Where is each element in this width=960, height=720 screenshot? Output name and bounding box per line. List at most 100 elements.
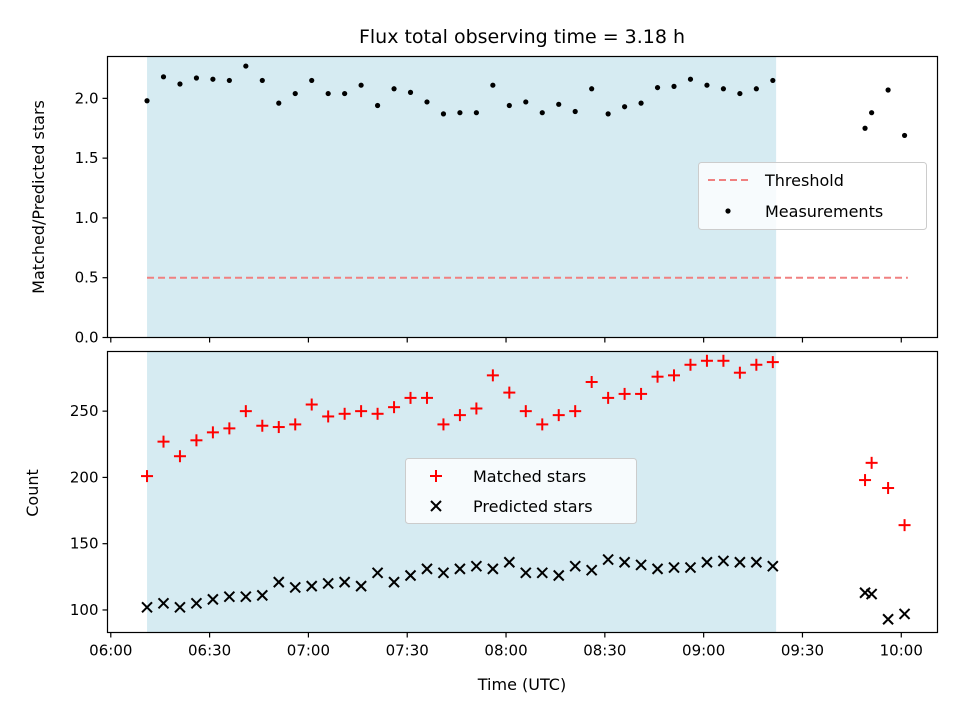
predicted-stars-point <box>585 564 598 576</box>
predicted-stars-point <box>618 556 631 568</box>
ratio-shaded-region <box>147 56 777 338</box>
predicted-stars-point <box>157 597 170 610</box>
matched-stars-point <box>355 405 368 418</box>
matched-stars-point <box>190 434 203 447</box>
predicted-stars-point <box>569 560 581 572</box>
matched-stars-point <box>684 358 697 371</box>
matched-stars-point <box>420 391 433 404</box>
predicted-stars-point <box>404 569 417 582</box>
measurement-point <box>589 86 595 92</box>
matched-stars-point <box>223 422 236 435</box>
measurement-point <box>556 101 562 107</box>
measurement-point <box>407 89 414 95</box>
count-y-tick-label: 250 <box>70 402 99 420</box>
matched-stars-point <box>717 354 730 367</box>
measurement-point <box>440 111 447 117</box>
predicted-stars-point <box>487 563 499 575</box>
matched-stars-point <box>898 519 911 532</box>
matched-legend-label: Matched stars <box>473 467 586 486</box>
matched-stars-point <box>865 456 878 469</box>
predicted-stars-point <box>305 580 318 592</box>
measurement-point <box>901 132 908 139</box>
measurement-point <box>869 110 875 116</box>
measurement-point <box>292 90 298 97</box>
matched-stars-point <box>289 418 302 431</box>
measurement-point <box>424 99 430 105</box>
predicted-stars-point <box>141 601 153 614</box>
predicted-legend-label: Predicted stars <box>473 497 593 516</box>
predicted-stars-point <box>240 591 252 603</box>
matched-stars-point <box>536 418 549 431</box>
predicted-stars-point <box>174 601 186 614</box>
matched-stars-point <box>173 450 186 463</box>
matched-stars-point <box>503 386 516 399</box>
x-tick-label: 09:00 <box>682 642 725 660</box>
predicted-stars-point <box>190 597 203 610</box>
predicted-stars-point <box>734 556 746 568</box>
matched-stars-point <box>602 391 615 404</box>
count-y-tick-label: 200 <box>70 468 99 486</box>
count-y-tick-label: 150 <box>70 535 99 553</box>
predicted-stars-point <box>273 576 285 588</box>
matched-stars-point <box>700 354 713 367</box>
matched-stars-point <box>453 409 466 422</box>
predicted-stars-point <box>553 569 565 582</box>
matched-stars-point <box>766 356 779 369</box>
measurement-point <box>506 102 512 109</box>
measurement-point <box>704 82 710 88</box>
predicted-legend-swatch <box>430 500 442 512</box>
predicted-stars-point <box>536 567 548 579</box>
x-tick-label: 08:00 <box>484 642 527 660</box>
count-legend-box <box>405 458 637 524</box>
measurement-point <box>457 110 463 116</box>
matched-stars-point <box>750 358 763 371</box>
measurement-point <box>374 102 381 109</box>
matched-stars-point <box>322 410 335 423</box>
matched-stars-point <box>569 405 582 418</box>
predicted-stars-point <box>684 561 697 574</box>
measurement-point <box>720 86 727 92</box>
measurement-point <box>473 110 479 116</box>
matched-stars-point <box>651 370 664 383</box>
predicted-stars-point <box>322 577 334 590</box>
measurement-point <box>177 81 183 87</box>
threshold-legend-label: Threshold <box>764 171 844 190</box>
x-tick-label: 07:30 <box>386 642 429 660</box>
measurement-point <box>737 90 743 97</box>
measurement-point <box>539 110 545 116</box>
matched-stars-point <box>486 369 499 382</box>
measurement-point <box>671 83 677 89</box>
measurement-point <box>160 74 167 80</box>
predicted-stars-point <box>503 556 516 568</box>
count-plot-frame <box>106 350 939 634</box>
predicted-stars-point <box>470 560 483 572</box>
ratio-y-axis-label: Matched/Predicted stars <box>29 100 48 294</box>
matched-stars-point <box>256 419 269 432</box>
predicted-stars-point <box>454 563 466 575</box>
measurement-point <box>243 63 249 69</box>
x-tick-label: 10:00 <box>880 642 923 660</box>
x-tick-label: 08:30 <box>583 642 626 660</box>
ratio-y-tick-label: 2.0 <box>75 89 99 107</box>
matched-stars-point <box>157 435 170 448</box>
count-y-tick-label: 100 <box>70 601 99 619</box>
ratio-panel: 0.0 0.5 1.0 1.5 2.0 Flux total observing tim… <box>29 26 939 347</box>
measurement-point <box>605 111 611 117</box>
measurement-point <box>226 77 232 84</box>
predicted-stars-point <box>717 555 730 567</box>
predicted-stars-point <box>256 589 269 602</box>
measurement-point <box>210 76 216 82</box>
predicted-stars-point <box>371 567 384 579</box>
measurement-point <box>638 100 644 106</box>
matched-stars-point <box>618 387 631 400</box>
predicted-stars-point <box>520 567 532 579</box>
ratio-y-tick-label: 1.0 <box>75 209 99 227</box>
matched-stars-point <box>635 387 648 400</box>
count-y-axis-label: Count <box>23 469 42 517</box>
matched-stars-point <box>305 398 318 411</box>
matched-stars-point <box>437 418 450 431</box>
count-legend: Matched stars Predicted stars <box>405 458 637 524</box>
count-panel: 100 150 200 250 06:00 06:30 07:00 07:30 08:00 08… <box>23 350 939 694</box>
matched-stars-point <box>585 375 598 388</box>
